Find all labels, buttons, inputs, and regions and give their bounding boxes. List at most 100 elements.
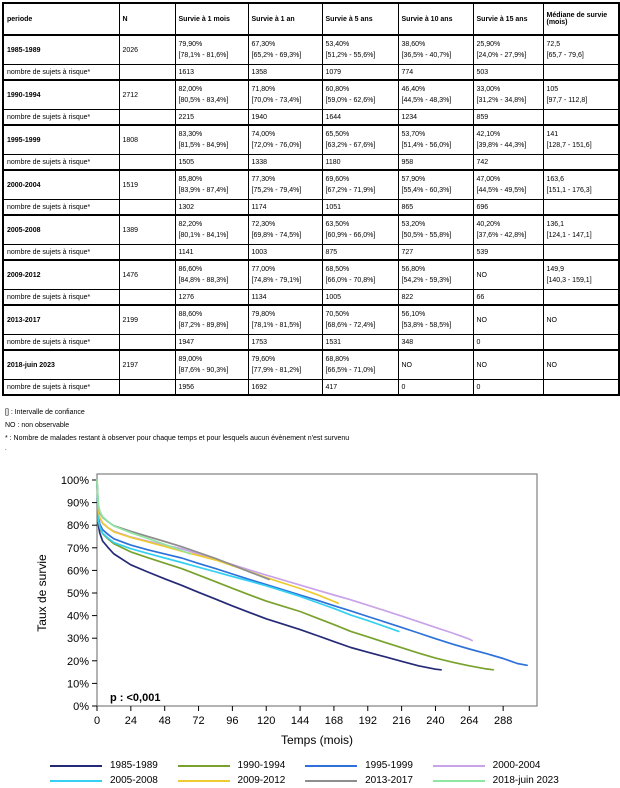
legend-swatch [305, 779, 358, 782]
risk-row: nombre de sujets à risque* 1613 1358 1079 77… [2, 64, 620, 81]
risk-value-cell: 1613 [174, 64, 249, 81]
value-cell: 77,30% [75,2% - 79,4%] [247, 169, 323, 200]
ci-text: [80,5% - 83,4%] [178, 97, 229, 104]
value-cell: 56,80% [54,2% - 59,3%] [397, 259, 474, 290]
empty-cell [118, 154, 176, 171]
periode-cell: 1995-1999 [2, 124, 120, 155]
ci-text: [37,6% - 42,8%] [476, 232, 527, 239]
ci-text: [68,6% - 72,4%] [325, 322, 376, 329]
risk-value-cell: 1947 [174, 334, 249, 351]
periode-cell: 1990-1994 [2, 79, 120, 110]
ci-text: [50,5% - 55,8%] [401, 232, 452, 239]
value-text: 89,00% [178, 356, 203, 363]
value-text: 53,40% [325, 41, 350, 48]
risk-value-cell: 1180 [321, 154, 399, 171]
legend-swatch [432, 764, 485, 767]
ci-text: [78,1% - 81,5%] [251, 322, 302, 329]
ci-text: [124,1 - 147,1] [546, 232, 592, 239]
risk-value-cell: 696 [472, 199, 544, 216]
value-cell: 85,80% [83,9% - 87,4%] [174, 169, 249, 200]
y-tick-label: 100% [61, 475, 89, 487]
legend-swatch [50, 764, 102, 767]
ci-text: [81,5% - 84,9%] [178, 142, 229, 149]
value-text: 79,90% [178, 41, 203, 48]
value-cell: 72,5 [65,7 - 79,6] [542, 34, 620, 65]
y-tick-label: 90% [67, 498, 89, 510]
ci-text: [55,4% - 60,3%] [401, 187, 452, 194]
value-text: 70,50% [325, 311, 350, 318]
risk-row: nombre de sujets à risque* 1505 1338 1180 95… [2, 154, 620, 171]
empty-cell [118, 109, 176, 126]
risk-label-cell: nombre de sujets à risque* [2, 154, 120, 171]
ci-text: [80,1% - 84,1%] [178, 232, 229, 239]
series-line-1995-1999 [96, 479, 528, 667]
y-tick-label: 30% [67, 633, 89, 645]
table-row: 1990-1994 2712 82,00% [80,5% - 83,4%] 71,80%… [2, 79, 620, 110]
risk-row: nombre de sujets à risque* 1947 1753 1531 34… [2, 334, 620, 351]
value-text: 42,10% [476, 131, 501, 138]
n-cell: 1389 [118, 214, 176, 245]
ci-text: [77,9% - 81,2%] [251, 367, 302, 374]
risk-value-cell: 1302 [174, 199, 249, 216]
legend-label: 2009-2012 [237, 775, 286, 786]
value-cell: 53,20% [50,5% - 55,8%] [397, 214, 474, 245]
x-tick-label: 72 [192, 715, 204, 727]
x-tick-label: 144 [291, 715, 309, 727]
risk-value-cell: 1276 [174, 289, 249, 306]
ci-text: [44,5% - 49,5%] [476, 187, 527, 194]
value-cell: 56,10% [53,8% - 58,5%] [397, 304, 474, 335]
value-cell: 47,00% [44,5% - 49,5%] [472, 169, 544, 200]
legend-label: 2013-2017 [365, 775, 413, 786]
risk-value-cell: 417 [321, 379, 399, 396]
value-text: 105 [546, 86, 559, 93]
table-row: 2013-2017 2199 88,60% [87,2% - 89,8%] 79,80%… [2, 304, 620, 335]
table-row: 2009-2012 1476 86,60% [84,8% - 88,3%] 77,00%… [2, 259, 620, 290]
legend-swatch [305, 764, 358, 767]
risk-value-cell: 1644 [321, 109, 399, 126]
risk-value-cell: 1051 [321, 199, 399, 216]
risk-value-cell: 1134 [247, 289, 323, 306]
risk-value-cell: 1753 [247, 334, 323, 351]
value-text: 86,60% [178, 266, 203, 273]
value-cell: 82,20% [80,1% - 84,1%] [174, 214, 249, 245]
risk-row: nombre de sujets à risque* 1276 1134 1005 82… [2, 289, 620, 306]
table-row: 1985-1989 2026 79,90% [78,1% - 81,6%] 67,30%… [2, 34, 620, 65]
value-text: 71,80% [251, 86, 276, 93]
value-text: 56,10% [401, 311, 426, 318]
risk-value-cell: 1956 [174, 379, 249, 396]
risk-value-cell: 539 [472, 244, 544, 261]
ci-text: [84,8% - 88,3%] [178, 277, 229, 284]
legend-swatch [432, 779, 485, 782]
value-text: 40,20% [476, 221, 501, 228]
series-line-2018-juin 2023 [96, 479, 191, 555]
value-cell: 149,9 [140,3 - 159,1] [542, 259, 620, 290]
x-tick-label: 120 [257, 715, 275, 727]
ci-text: [53,8% - 58,5%] [401, 322, 452, 329]
risk-label-cell: nombre de sujets à risque* [2, 64, 120, 81]
value-text: 163,6 [546, 176, 565, 183]
value-cell: 68,80% [66,5% - 71,0%] [321, 349, 399, 380]
risk-value-cell: 1531 [321, 334, 399, 351]
n-cell: 2199 [118, 304, 176, 335]
ci-text: [87,2% - 89,8%] [178, 322, 229, 329]
y-tick-label: 40% [67, 611, 89, 623]
column-header: Survie à 1 an [247, 2, 323, 36]
periode-cell: 2018-juin 2023 [2, 349, 120, 380]
n-cell: 2197 [118, 349, 176, 380]
risk-value-cell: 0 [472, 379, 544, 396]
risk-value-cell: 1234 [397, 109, 474, 126]
empty-cell [118, 64, 176, 81]
value-text: 149,9 [546, 266, 565, 273]
empty-cell [542, 199, 620, 216]
value-text: 85,80% [178, 176, 203, 183]
legend-label: 2018-juin 2023 [492, 775, 559, 786]
column-header: Survie à 5 ans [321, 2, 399, 36]
n-cell: 1476 [118, 259, 176, 290]
value-cell: 105 [97,7 - 112,8] [542, 79, 620, 110]
periode-cell: 2013-2017 [2, 304, 120, 335]
risk-value-cell: 1505 [174, 154, 249, 171]
series-line-2009-2012 [96, 479, 340, 605]
empty-cell [542, 289, 620, 306]
legend-item: 2000-2004 [432, 758, 570, 773]
kaplan-meier-chart: 0% 10% 20% 30% 40% 50% 60% 70% 80% 90% 100% 0 24 48 72… [35, 473, 538, 747]
